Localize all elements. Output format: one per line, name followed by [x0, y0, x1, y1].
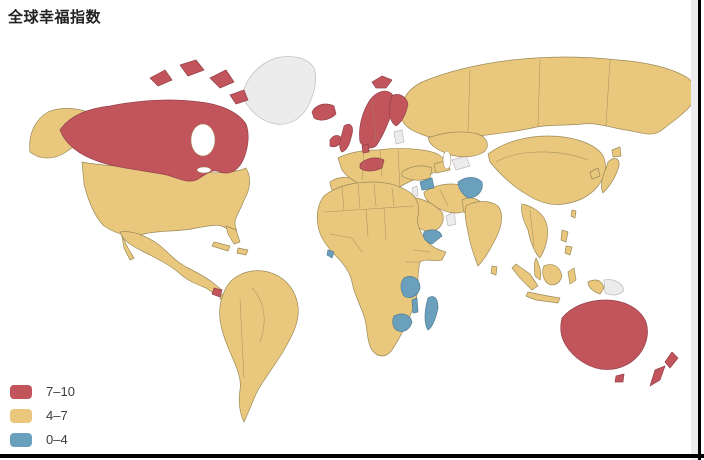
- country-canada-arctic-4: [229, 89, 249, 105]
- country-south-korea: [589, 167, 601, 180]
- country-west-papua: [587, 279, 605, 295]
- country-denmark: [361, 143, 370, 154]
- country-new-zealand-north: [664, 351, 679, 369]
- country-svalbard: [371, 75, 393, 89]
- country-papua-new-guinea: [603, 279, 625, 296]
- region-malay-peninsula: [533, 257, 542, 281]
- legend-item-7-10: 7–10: [10, 384, 75, 399]
- country-taiwan: [570, 209, 577, 219]
- country-greenland: [241, 56, 316, 125]
- country-australia: [560, 299, 648, 370]
- country-syria: [419, 177, 435, 191]
- country-sumatra: [511, 263, 539, 291]
- country-philippines-2: [564, 245, 573, 256]
- legend: 7–10 4–7 0–4: [10, 384, 75, 447]
- country-iceland: [311, 103, 337, 121]
- legend-label-4-7: 4–7: [46, 408, 68, 423]
- country-philippines-1: [560, 229, 569, 243]
- country-madagascar: [424, 296, 439, 331]
- country-canada-arctic-1: [149, 69, 173, 87]
- right-border-line: [698, 0, 701, 460]
- country-malawi: [411, 297, 419, 314]
- country-zimbabwe-botswana: [392, 313, 413, 332]
- country-borders: [239, 59, 611, 379]
- legend-label-7-10: 7–10: [46, 384, 75, 399]
- country-canada-arctic-2: [179, 59, 205, 77]
- country-baltics: [393, 129, 405, 145]
- legend-swatch-0-4: [10, 432, 32, 447]
- country-sri-lanka: [490, 265, 498, 276]
- country-turkmenistan: [451, 155, 471, 171]
- country-sulawesi: [567, 267, 577, 285]
- region-indochina: [521, 203, 548, 259]
- country-mexico: [119, 231, 223, 297]
- legend-item-0-4: 0–4: [10, 432, 75, 447]
- country-hispaniola: [236, 247, 249, 256]
- country-liberia: [326, 249, 335, 259]
- bottom-border-line: [0, 454, 704, 458]
- legend-swatch-4-7: [10, 408, 32, 423]
- country-finland: [388, 94, 409, 127]
- country-japan-hokkaido: [611, 146, 622, 158]
- right-gray-strip: [691, 0, 698, 460]
- country-tasmania: [614, 373, 625, 383]
- country-norway-sweden: [359, 90, 395, 149]
- country-south-america: [219, 270, 299, 423]
- legend-item-4-7: 4–7: [10, 408, 75, 423]
- country-borneo: [542, 264, 563, 286]
- country-israel-jordan: [411, 185, 419, 197]
- country-canada: [59, 99, 249, 182]
- legend-swatch-7-10: [10, 384, 32, 399]
- country-india: [464, 201, 502, 267]
- great-lakes: [196, 166, 212, 174]
- country-baja: [121, 235, 135, 261]
- caspian-sea: [442, 150, 452, 170]
- page-title: 全球幸福指数: [8, 9, 102, 26]
- country-tanzania: [400, 276, 421, 298]
- country-costa-rica: [211, 287, 223, 298]
- legend-label-0-4: 0–4: [46, 432, 68, 447]
- country-canada-arctic-3: [209, 69, 235, 89]
- country-uk: [339, 124, 353, 153]
- country-new-zealand-south: [649, 365, 666, 387]
- country-turkey: [401, 165, 433, 181]
- country-yemen: [423, 229, 443, 245]
- country-java: [525, 291, 561, 304]
- country-japan: [601, 158, 620, 194]
- country-cuba: [211, 241, 231, 252]
- country-kazakhstan: [427, 131, 488, 158]
- country-china: [487, 135, 606, 205]
- country-afghanistan: [457, 177, 483, 199]
- country-oman: [445, 211, 457, 227]
- country-switzerland-austria: [359, 157, 385, 172]
- hudson-bay: [190, 123, 216, 157]
- country-russia: [400, 56, 696, 139]
- country-usa-florida: [225, 225, 241, 245]
